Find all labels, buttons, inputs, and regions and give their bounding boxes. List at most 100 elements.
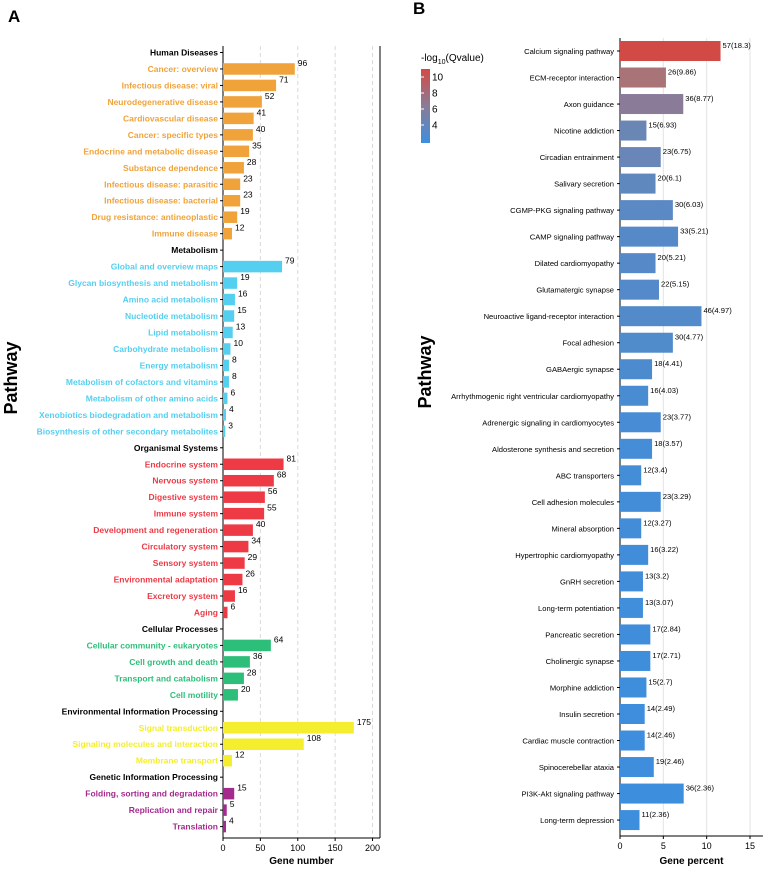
category-label: Xenobiotics biodegradation and metabolis…: [39, 410, 218, 420]
category-label: Cardiovascular disease: [123, 113, 218, 123]
panel-letter-a: A: [8, 7, 20, 26]
group-heading: Genetic Information Processing: [90, 772, 218, 782]
bar-value-label: 36(2.36): [686, 784, 715, 793]
category-label: Long-term depression: [540, 816, 614, 825]
bar: [620, 624, 651, 645]
bar: [223, 326, 233, 339]
legend-tick-label: 8: [432, 89, 438, 100]
bar-value-label: 40: [256, 124, 266, 134]
bar: [620, 810, 640, 831]
category-label: Long-term potentiation: [538, 604, 614, 613]
category-label: Metabolism of cofactors and vitamins: [66, 377, 218, 387]
bar: [620, 67, 666, 88]
x-tick-label: 0: [617, 841, 622, 851]
bar: [620, 677, 647, 698]
y-axis-title: Pathway: [1, 341, 21, 414]
bar: [223, 656, 250, 668]
bar-value-label: 46(4.97): [703, 306, 732, 315]
bar-value-label: 28: [247, 667, 257, 677]
category-label: Calcium signaling pathway: [524, 47, 614, 56]
bar-value-label: 12(3.27): [643, 518, 672, 527]
bar-value-label: 30(4.77): [675, 333, 704, 342]
bar: [620, 571, 643, 592]
category-label: Immune disease: [152, 229, 218, 239]
bar-value-label: 41: [257, 107, 267, 117]
bar: [223, 194, 241, 207]
category-label: Insulin secretion: [559, 710, 614, 719]
bar-value-label: 18(3.57): [654, 439, 683, 448]
bar-value-label: 81: [287, 453, 297, 463]
category-label: Axon guidance: [564, 100, 614, 109]
category-label: Focal adhesion: [562, 339, 614, 348]
category-label: Infectious disease: bacterial: [104, 196, 218, 206]
category-label: Cellular community - eukaryotes: [87, 640, 219, 650]
bar: [223, 804, 227, 816]
x-axis-title: Gene number: [269, 856, 334, 867]
category-label: Lipid metabolism: [148, 327, 218, 337]
legend-tick-label: 4: [432, 121, 438, 132]
category-label: Biosynthesis of other secondary metaboli…: [37, 426, 219, 436]
bar: [620, 279, 659, 300]
bar: [620, 704, 645, 724]
bar-value-label: 16(3.22): [650, 545, 679, 554]
category-label: ABC transporters: [556, 471, 614, 480]
bar: [620, 412, 661, 433]
bar: [620, 120, 647, 141]
category-label: Endocrine and metabolic disease: [83, 146, 218, 156]
category-label: PI3K-Akt signaling pathway: [522, 790, 615, 799]
bar-value-label: 175: [357, 717, 371, 727]
category-label: Aging: [194, 607, 218, 617]
legend-colorbar: [421, 69, 430, 143]
category-label: Cell adhesion molecules: [532, 498, 615, 507]
category-label: Replication and repair: [129, 805, 219, 815]
bar-value-label: 35: [252, 140, 262, 150]
bar-value-label: 12: [235, 223, 245, 233]
category-label: Circadian entrainment: [540, 153, 615, 162]
category-label: CAMP signaling pathway: [530, 233, 614, 242]
bar: [620, 783, 684, 804]
bar: [223, 557, 245, 569]
bar-value-label: 23: [243, 190, 253, 200]
category-label: Neuroactive ligand-receptor interaction: [484, 312, 614, 321]
bar: [223, 112, 254, 125]
bar-value-label: 14(2.49): [647, 704, 676, 713]
category-label: Drug resistance: antineoplastic: [91, 212, 218, 222]
category-label: Translation: [173, 822, 218, 832]
bar: [620, 757, 654, 778]
panel-letter-b: B: [413, 0, 425, 18]
bar-value-label: 16: [238, 289, 248, 299]
bar: [223, 524, 253, 536]
bar-value-label: 108: [307, 733, 321, 743]
bar: [223, 573, 243, 586]
legend-tick-label: 10: [432, 73, 444, 84]
bar-value-label: 23(6.75): [663, 147, 692, 156]
category-label: Spinocerebellar ataxia: [539, 763, 615, 772]
category-label: Cancer: overview: [148, 64, 219, 74]
x-tick-label: 50: [255, 843, 265, 853]
bar: [223, 507, 265, 520]
category-label: GABAergic synapse: [546, 365, 614, 374]
group-heading: Organismal Systems: [134, 443, 218, 453]
bar: [223, 689, 238, 701]
bar-value-label: 13(3.2): [645, 571, 670, 580]
category-label: Salivary secretion: [554, 180, 614, 189]
bar-value-label: 6: [230, 387, 235, 397]
x-tick-label: 0: [220, 843, 225, 853]
category-label: Nucleotide metabolism: [125, 311, 218, 321]
bar-value-label: 20(5.21): [658, 253, 687, 262]
category-label: Signal transduction: [139, 723, 218, 733]
bar: [223, 162, 244, 174]
bar-value-label: 28: [247, 157, 257, 167]
category-label: Folding, sorting and degradation: [85, 789, 218, 799]
bar-value-label: 12: [235, 750, 245, 760]
bar-value-label: 30(6.03): [675, 200, 704, 209]
bar-value-label: 36(8.77): [685, 94, 714, 103]
category-label: Circulatory system: [141, 542, 218, 552]
bar: [620, 253, 656, 274]
bar-value-label: 20: [241, 684, 251, 694]
bar: [223, 145, 250, 158]
category-label: ECM-receptor interaction: [530, 74, 614, 83]
bar: [223, 754, 232, 767]
x-tick-label: 200: [365, 843, 380, 853]
bar: [223, 738, 304, 750]
